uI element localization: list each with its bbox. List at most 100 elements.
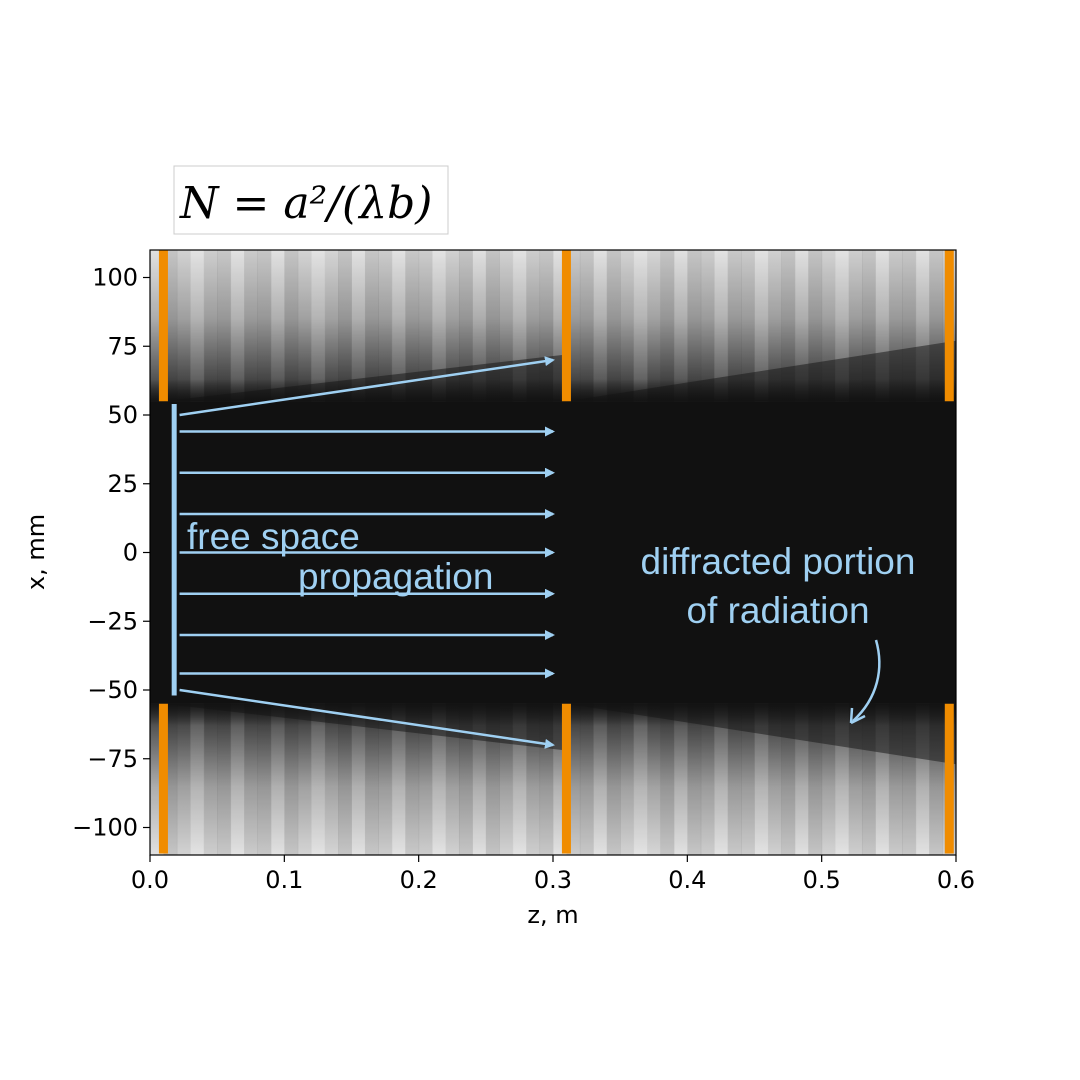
heatmap-streak-top [338, 250, 352, 402]
y-tick-label: −25 [87, 607, 138, 635]
heatmap-streak-top [754, 250, 769, 402]
heatmap-streak-bottom [700, 703, 715, 855]
heatmap-streak-top [284, 250, 299, 402]
heatmap-streak-bottom [579, 703, 594, 855]
x-axis: 0.0 0.1 0.2 0.3 0.4 0.5 0.6 [131, 855, 975, 894]
x-tick-label: 0.6 [937, 866, 975, 894]
heatmap-streak-bottom [714, 703, 729, 855]
heatmap-streak-bottom [754, 703, 769, 855]
annotation-diffracted-line1: diffracted portion [641, 541, 916, 582]
heatmap-streak-bottom [620, 703, 635, 855]
heatmap-streak-bottom [472, 703, 487, 855]
y-tick-label: −100 [72, 814, 138, 842]
heatmap-streak-bottom [217, 703, 232, 855]
annotation-diffracted: diffracted portion of radiation [641, 541, 916, 725]
y-tick-label: 50 [107, 401, 138, 429]
heatmap-streak-bottom [311, 703, 326, 855]
mirrors-group [158, 249, 954, 854]
heatmap-streak-top [405, 250, 420, 402]
heatmap-streak-top [391, 250, 406, 402]
heatmap-streak-top [297, 250, 312, 402]
heatmap-streak-top [270, 250, 285, 402]
heatmap-streak-top [432, 250, 447, 402]
heatmap-streak-bottom [244, 703, 258, 855]
heatmap-streak-bottom [364, 703, 379, 855]
annotation-free-space: free space propagation [187, 516, 493, 597]
heatmap-streak-top [673, 250, 688, 402]
heatmap-streak-top [230, 250, 245, 402]
heatmap-streak-top [579, 250, 594, 402]
x-tick-label: 0.0 [131, 866, 169, 894]
y-axis: 100 75 50 25 0 −25 −50 −75 −100 [72, 264, 150, 842]
heatmap-streak-top [714, 250, 729, 402]
heatmap-streak-top [445, 250, 460, 402]
heatmap-streak-top [700, 250, 715, 402]
heatmap-streak-top [244, 250, 258, 402]
heatmap-streak-bottom [284, 703, 299, 855]
heatmap-streak-bottom [794, 703, 809, 855]
heatmap-streak-bottom [351, 703, 366, 855]
heatmap-streak-bottom [606, 703, 621, 855]
heatmap-streak-bottom [391, 703, 406, 855]
heatmap-streak-bottom [727, 703, 742, 855]
heatmap-streak-top [606, 250, 621, 402]
heatmap-streak-top [741, 250, 755, 402]
arrows-group [171, 356, 555, 749]
heatmap-streak-top [781, 250, 796, 402]
x-tick-label: 0.3 [534, 866, 572, 894]
annotation-free-space-line2: propagation [298, 556, 493, 597]
annotation-diffracted-arrowhead [849, 707, 866, 725]
heatmap-streak-bottom [781, 703, 796, 855]
heatmap-streak-bottom [270, 703, 285, 855]
annotation-diffracted-line2: of radiation [686, 590, 869, 631]
annotation-free-space-line1: free space [187, 516, 360, 557]
heatmap-streak-bottom [687, 703, 702, 855]
heatmap-streak-top [794, 250, 809, 402]
y-axis-label: x, mm [22, 514, 50, 590]
heatmap-streak-bottom [190, 703, 205, 855]
heatmap-streak-bottom [338, 703, 352, 855]
heatmap-streak-top [620, 250, 635, 402]
formula-box: N = a²/(λb) [173, 165, 449, 235]
heatmap-streak-bottom [741, 703, 755, 855]
heatmap-area [150, 250, 956, 855]
mirror-3-bottom [944, 703, 954, 854]
heatmap-streak-bottom [176, 703, 191, 855]
diverging-arrow-2 [179, 688, 555, 749]
x-tick-label: 0.2 [400, 866, 438, 894]
heatmap-streak-bottom [647, 703, 661, 855]
heatmap-streak-top [351, 250, 366, 402]
heatmap-streak-bottom [673, 703, 688, 855]
y-tick-label: 75 [107, 332, 138, 360]
heatmap-streak-bottom [257, 703, 272, 855]
y-tick-label: −50 [87, 676, 138, 704]
heatmap-streak-top [378, 250, 393, 402]
x-tick-label: 0.5 [803, 866, 841, 894]
heatmap-streak-top [472, 250, 487, 402]
heatmap-streak-top [593, 250, 608, 402]
y-tick-label: −75 [87, 745, 138, 773]
annotation-diffracted-arrow [852, 639, 881, 722]
heatmap-streak-top [190, 250, 205, 402]
heatmap-streak-top [727, 250, 742, 402]
heatmap-streak-top [311, 250, 326, 402]
heatmap-streak-bottom [593, 703, 608, 855]
mirror-2-top [561, 249, 571, 402]
heatmap-streak-bottom [405, 703, 420, 855]
heatmap-streak-top [203, 250, 218, 402]
mirror-3-top [944, 249, 954, 402]
mirror-1-top [158, 249, 168, 402]
heatmap-streak-top [458, 250, 473, 402]
y-tick-label: 0 [123, 539, 138, 567]
heatmap-streak-bottom [297, 703, 312, 855]
heatmap-streak-top [176, 250, 191, 402]
heatmap-streak-top [660, 250, 675, 402]
heatmap-streak-bottom [203, 703, 218, 855]
heatmap-streak-top [324, 250, 339, 402]
heatmap-streak-top [217, 250, 232, 402]
x-tick-label: 0.1 [265, 866, 303, 894]
y-tick-label: 100 [92, 264, 138, 292]
heatmap-streak-bottom [445, 703, 460, 855]
heatmap-streak-top [647, 250, 661, 402]
